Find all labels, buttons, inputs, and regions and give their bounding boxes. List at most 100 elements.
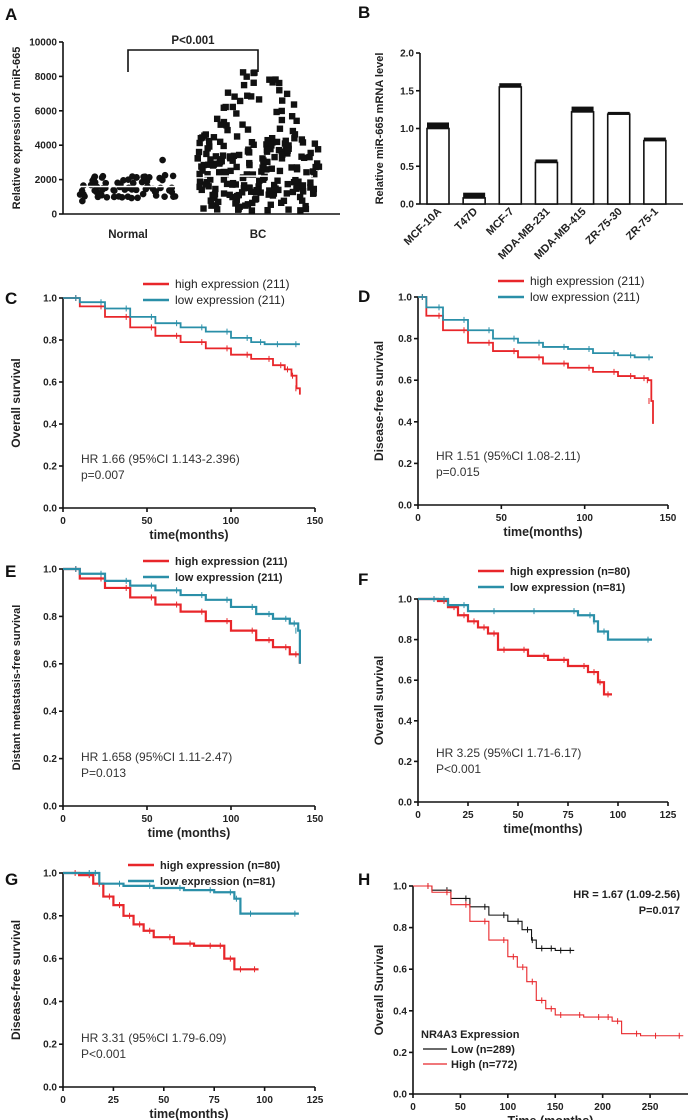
bc-data-point	[264, 136, 271, 144]
bc-data-point	[198, 163, 205, 170]
bc-data-point	[302, 205, 310, 213]
legend-title: NR4A3 Expression	[421, 1029, 520, 1041]
bc-data-point	[244, 92, 251, 99]
legend-label: high expression (n=80)	[510, 566, 630, 578]
x-tick-label: 100	[223, 814, 240, 825]
bc-data-point	[226, 153, 234, 161]
panel-label-g: G	[5, 870, 18, 889]
bc-data-point	[211, 190, 219, 198]
y-tick-label: 2.0	[400, 49, 414, 60]
normal-data-point	[95, 191, 103, 198]
bc-data-point	[272, 76, 279, 83]
x-axis-label: time (months)	[148, 826, 231, 840]
km-curve-second	[413, 885, 684, 1037]
bc-data-point	[235, 151, 243, 159]
x-tick-label: 100	[576, 513, 593, 524]
y-tick-label: 0.4	[398, 716, 412, 727]
y-tick-label: 1.0	[393, 882, 407, 893]
normal-data-point	[139, 190, 147, 198]
legend-label: low expression (211)	[530, 290, 640, 304]
error-bar	[643, 137, 666, 141]
bc-data-point	[202, 131, 209, 138]
x-axis-label: time(months)	[149, 528, 228, 542]
bc-data-point	[268, 142, 275, 149]
x-tick-label: 0	[60, 1095, 66, 1106]
p-value-text: p=0.015	[436, 465, 480, 479]
legend-label: high expression (211)	[175, 277, 290, 291]
bc-data-point	[220, 168, 227, 176]
bc-data-point	[307, 179, 314, 186]
bc-data-point	[266, 187, 273, 194]
legend-label: low expression (211)	[175, 293, 285, 307]
bc-data-point	[195, 148, 203, 156]
panel-label-a: A	[5, 5, 17, 24]
y-tick-label: 0.0	[398, 798, 412, 809]
hazard-ratio-text: HR 1.66 (95%CI 1.143-2.396)	[81, 452, 240, 466]
bc-data-point	[224, 126, 231, 134]
km-curve-first	[63, 567, 301, 664]
bc-data-point	[272, 185, 279, 192]
bc-data-point	[245, 146, 252, 153]
bc-data-point	[311, 140, 319, 147]
bc-data-point	[199, 134, 206, 141]
normal-data-point	[91, 187, 99, 194]
bc-data-point	[194, 155, 202, 162]
bc-data-point	[263, 141, 270, 148]
bc-data-point	[232, 200, 239, 207]
error-bar	[571, 106, 594, 112]
normal-data-point	[121, 186, 129, 193]
p-value-text: P<0.001	[81, 1047, 126, 1061]
y-tick-label: 0.8	[398, 635, 412, 646]
bc-data-point	[278, 97, 286, 104]
bc-data-point	[284, 180, 291, 188]
x-axis-label: time(months)	[503, 822, 582, 836]
panel-d-chart: 0.0 0.2 0.4 0.6 0.8 1.0 Disease-free survival 0…	[372, 274, 677, 539]
x-tick-label: 50	[455, 1102, 467, 1113]
bc-data-point	[198, 186, 205, 194]
bc-data-point	[251, 196, 259, 203]
x-category-label: BC	[250, 229, 267, 241]
bc-data-point	[212, 153, 220, 160]
bc-data-point	[229, 181, 236, 188]
y-tick-label: 0.8	[393, 923, 407, 934]
bc-data-point	[218, 157, 225, 165]
km-curve-first	[418, 597, 612, 696]
y-tick-label: 0.6	[393, 965, 407, 976]
bc-data-point	[227, 167, 234, 175]
error-bar	[427, 122, 449, 129]
bc-data-point	[299, 139, 307, 146]
bc-data-point	[299, 197, 306, 204]
bc-data-point	[215, 169, 223, 176]
normal-data-point	[138, 178, 146, 186]
bc-data-point	[265, 191, 272, 198]
bar	[643, 139, 667, 205]
panel-label-c: C	[5, 289, 17, 308]
y-tick-label: 1.0	[400, 124, 414, 135]
km-curve-second	[418, 597, 652, 641]
bc-data-point	[247, 93, 255, 100]
bc-data-point	[236, 97, 244, 105]
bar	[498, 86, 523, 205]
bc-data-point	[282, 137, 289, 145]
y-axis-label: Relative expression of miR-665	[11, 47, 23, 210]
normal-data-point	[103, 193, 111, 201]
y-axis-label: Overall Survival	[372, 945, 386, 1036]
normal-data-point	[78, 187, 86, 195]
normal-data-point	[102, 179, 110, 187]
normal-data-point	[115, 193, 123, 200]
x-tick-label: 150	[660, 513, 677, 524]
y-axis-label: Disease-free survival	[9, 920, 23, 1040]
legend-label: low expression (n=81)	[160, 876, 276, 888]
km-curve-first	[413, 885, 575, 952]
bc-data-point	[200, 205, 207, 212]
y-tick-label: 0.8	[43, 336, 57, 347]
y-tick-label: 0.4	[398, 417, 412, 428]
bc-data-point	[220, 176, 228, 183]
km-curve-first	[418, 296, 654, 424]
normal-data-point	[80, 182, 87, 189]
x-tick-label: 25	[108, 1095, 120, 1106]
y-tick-label: 0.0	[43, 802, 57, 813]
normal-data-point	[161, 193, 168, 200]
bc-data-point	[311, 170, 318, 178]
y-tick-label: 1.0	[43, 294, 57, 305]
